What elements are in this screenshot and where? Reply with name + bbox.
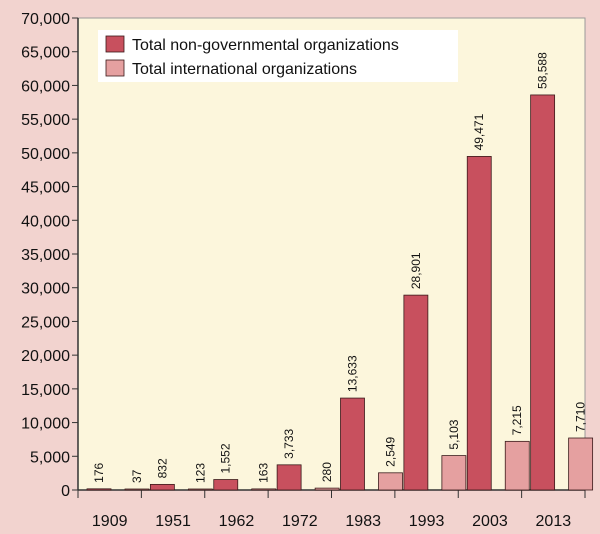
y-tick-label: 45,000 <box>21 180 70 197</box>
x-tick-label: 1993 <box>409 513 445 530</box>
y-tick-label: 5,000 <box>30 449 70 466</box>
legend-label: Total non-governmental organizations <box>132 37 399 54</box>
bar-series-2 <box>187 488 213 491</box>
data-label: 1,552 <box>219 443 233 473</box>
data-label: 123 <box>193 463 207 483</box>
y-tick-label: 15,000 <box>21 382 70 399</box>
y-tick-label: 20,000 <box>21 348 70 365</box>
legend-swatch <box>105 59 125 77</box>
bar-series-1 <box>276 464 302 491</box>
legend-label: Total international organizations <box>132 61 357 78</box>
bar-series-2 <box>124 488 150 491</box>
y-tick-label: 25,000 <box>21 314 70 331</box>
bar-series-1 <box>403 294 429 491</box>
y-tick-label: 50,000 <box>21 146 70 163</box>
y-tick-label: 40,000 <box>21 213 70 230</box>
data-label: 280 <box>320 462 334 482</box>
bar-series-1 <box>466 156 492 491</box>
bar-series-2 <box>251 488 277 491</box>
x-tick-label: 1951 <box>155 513 191 530</box>
y-tick-label: 55,000 <box>21 112 70 129</box>
y-tick-label: 70,000 <box>21 11 70 28</box>
y-axis: 0 5,000 10,000 15,000 20,000 25,000 30,000 35,0… <box>21 11 79 500</box>
bar-series-1 <box>530 94 556 491</box>
y-tick-label: 60,000 <box>21 78 70 95</box>
data-label: 49,471 <box>472 113 486 150</box>
bar-series-1 <box>213 479 239 491</box>
bar-series-1 <box>86 488 112 491</box>
data-label: 37 <box>130 469 144 483</box>
bar-series-1 <box>340 397 365 491</box>
plot-area <box>77 17 586 491</box>
y-tick-label: 0 <box>61 483 70 500</box>
bar-series-2 <box>504 440 530 491</box>
x-axis: 1909 1951 1962 1972 1983 1993 2003 2013 <box>77 489 586 530</box>
x-tick-label: 2013 <box>536 513 572 530</box>
data-label: 163 <box>257 463 271 483</box>
bars: 176 37 832 123 1,552 163 3,733 280 13,633 2,549 28… <box>86 52 594 491</box>
bar-series-2 <box>314 487 340 491</box>
bar-series-2 <box>441 455 467 491</box>
y-tick-label: 35,000 <box>21 247 70 264</box>
legend-box <box>98 30 458 82</box>
data-label: 7,215 <box>510 405 524 435</box>
x-tick-label: 1983 <box>345 513 381 530</box>
x-tick-label: 1972 <box>282 513 318 530</box>
y-tick-label: 30,000 <box>21 281 70 298</box>
x-tick-label: 2003 <box>472 513 508 530</box>
data-label: 176 <box>92 462 106 482</box>
y-tick-label: 10,000 <box>21 416 70 433</box>
bar-series-2 <box>378 472 403 491</box>
x-tick-label: 1909 <box>92 513 128 530</box>
data-label: 58,588 <box>536 52 550 89</box>
data-label: 832 <box>155 458 169 478</box>
data-label: 13,633 <box>346 355 360 392</box>
bar-series-1 <box>149 483 175 491</box>
legend-swatch <box>105 35 125 53</box>
x-tick-label: 1962 <box>219 513 255 530</box>
bar-series-2 <box>568 437 594 491</box>
y-tick-label: 65,000 <box>21 45 70 62</box>
data-label: 2,549 <box>384 436 398 466</box>
data-label: 7,710 <box>574 402 588 432</box>
data-label: 5,103 <box>447 419 461 449</box>
legend: Total non-governmental organizations Tota… <box>98 30 458 82</box>
data-label: 28,901 <box>409 252 423 289</box>
data-label: 3,733 <box>282 428 296 458</box>
